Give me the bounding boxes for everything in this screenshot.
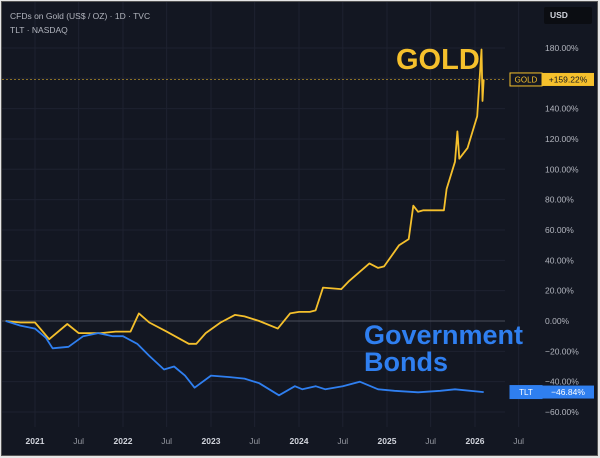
x-tick-label: Jul [249, 436, 260, 446]
y-tick-label: 80.00% [545, 195, 574, 205]
gold-price-label: GOLD +159.22% [509, 72, 594, 87]
bonds-annotation-line2: Bonds [364, 347, 448, 377]
gold-series-line [5, 48, 485, 345]
currency-selector[interactable]: USD [544, 7, 592, 24]
gold-value-tag [542, 72, 594, 86]
x-tick-label: 2023 [202, 436, 221, 446]
x-tick-label: Jul [161, 436, 172, 446]
x-tick-label: Jul [425, 436, 436, 446]
y-tick-label: 40.00% [545, 255, 574, 265]
tlt-series-line [5, 320, 484, 397]
x-tick-label: 2022 [114, 436, 133, 446]
bonds-annotation-line1: Government [364, 320, 524, 350]
y-tick-label: 60.00% [545, 225, 574, 235]
y-tick-label: 100.00% [545, 164, 579, 174]
x-tick-label: 2021 [26, 436, 45, 446]
tlt-price-label: TLT −46.84% [509, 385, 594, 400]
x-tick-label: 2024 [290, 436, 309, 446]
gold-value-text: +159.22% [549, 74, 588, 84]
gold-symbol-title: CFDs on Gold (US$ / OZ) · 1D · TVC [10, 11, 151, 21]
y-tick-label: −40.00% [545, 377, 579, 387]
x-tick-label: Jul [73, 436, 84, 446]
x-tick-label: Jul [513, 436, 524, 446]
x-tick-label: 2026 [466, 436, 485, 446]
tlt-value-tag [542, 385, 594, 399]
y-tick-label: 120.00% [545, 134, 579, 144]
gold-symbol-text: GOLD [515, 75, 538, 84]
y-tick-label: 140.00% [545, 104, 579, 114]
tlt-symbol-title: TLT · NASDAQ [10, 25, 68, 35]
gold-annotation: GOLD [396, 44, 480, 76]
y-tick-label: 180.00% [545, 43, 579, 53]
bonds-annotation: Government Bonds [364, 322, 523, 376]
x-tick-label: 2025 [378, 436, 397, 446]
tlt-value-text: −46.84% [551, 387, 585, 397]
y-tick-label: −20.00% [545, 346, 579, 356]
y-tick-label: 20.00% [545, 286, 574, 296]
y-tick-label: −60.00% [545, 407, 579, 417]
x-tick-label: Jul [337, 436, 348, 446]
y-tick-label: 0.00% [545, 316, 570, 326]
tlt-symbol-text: TLT [519, 388, 533, 397]
